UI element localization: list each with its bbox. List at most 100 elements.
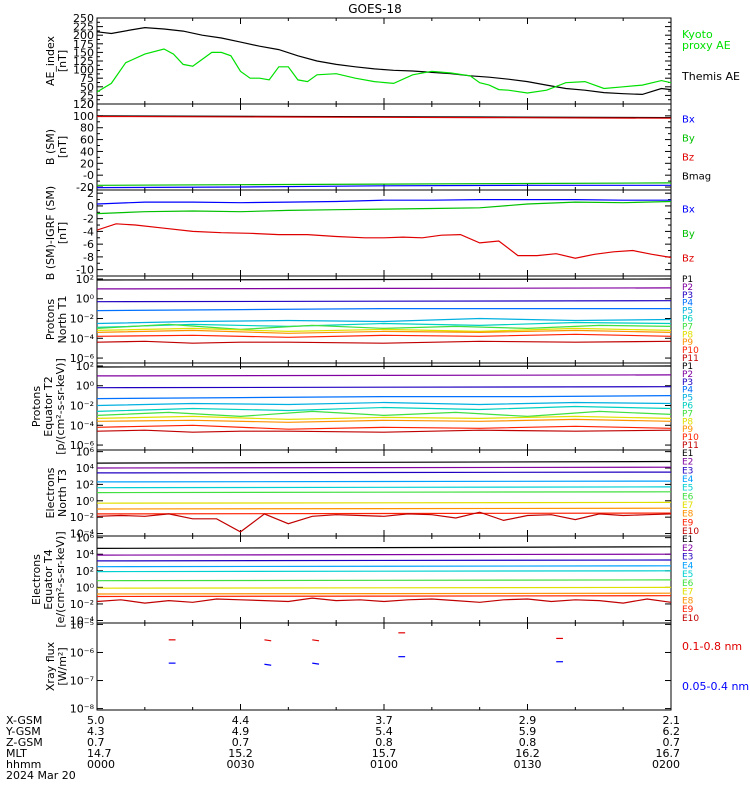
legend-entry: P5 [682, 307, 693, 317]
x-axis-row-label: X-GSM [6, 714, 42, 727]
y-tick-label: 10⁻⁴ [70, 419, 95, 432]
legend-entry: E10 [682, 527, 699, 537]
y-tick-label: 0 [87, 200, 94, 213]
legend-entry: P3 [682, 291, 693, 301]
y-axis-label: North T3 [56, 469, 69, 517]
x-axis-row-label: 2024 Mar 20 [6, 769, 76, 782]
y-tick-label: 10⁻² [70, 511, 94, 524]
y-axis-label: [p/(cm²-s-sr-keV)] [54, 358, 67, 455]
plot-area [97, 365, 671, 433]
y-tick-label: 10⁻² [70, 400, 94, 413]
series-p8 [97, 327, 671, 333]
series-e9 [97, 512, 671, 515]
series-p2 [97, 374, 671, 377]
x-axis-value: 14.7 [87, 747, 112, 760]
x-axis-value: 6.2 [663, 725, 681, 738]
x-axis-value: 0.7 [663, 736, 681, 749]
x-axis-value: 4.3 [87, 725, 105, 738]
series-e7 [97, 501, 671, 504]
panel-frame [96, 189, 672, 277]
legend-entry: 0.05-0.4 nm [682, 680, 749, 693]
legend-entry: P6 [682, 315, 693, 325]
legend-entry: By [682, 229, 695, 240]
x-axis-value: 15.2 [228, 747, 253, 760]
plot-area [97, 546, 671, 604]
legend-entry: E1 [682, 535, 693, 545]
series-e8 [97, 507, 671, 510]
legend-entry: P2 [682, 370, 693, 380]
panel-pt2: 10² 10⁰ 10⁻² 10⁻⁴ 10⁻⁶ Protons Equator T2 [p/(c… [30, 358, 699, 455]
series-bx [97, 184, 671, 189]
series-e5 [97, 570, 671, 573]
series-e3 [97, 559, 671, 562]
legend-entry: E6 [682, 492, 694, 502]
legend-entry: E5 [682, 570, 693, 580]
legend-entry: E9 [682, 605, 694, 615]
x-axis-value: 0.8 [375, 736, 393, 749]
y-axis-label: Electrons [30, 554, 43, 605]
legend-entry: P6 [682, 402, 693, 412]
series-p5 [97, 317, 671, 325]
series-p9 [97, 418, 671, 423]
y-tick-label: 10² [76, 273, 94, 286]
x-axis-value: 0.8 [519, 736, 537, 749]
y-tick-label: 10⁻⁸ [70, 703, 95, 716]
legend-entry: E7 [682, 501, 693, 511]
series-e1 [97, 546, 671, 550]
x-axis-row-label: MLT [6, 747, 27, 760]
legend-entry: E4 [682, 561, 694, 571]
y-tick-label: 100 [73, 110, 94, 123]
series-e3 [97, 471, 671, 474]
legend-entry: P10 [682, 433, 699, 443]
y-axis-label: Equator T2 [42, 376, 55, 436]
legend-entry: P7 [682, 322, 693, 332]
plot-area [97, 26, 671, 96]
y-axis-label: [W/m²] [56, 647, 69, 685]
y-tick-label: 225 [73, 21, 94, 34]
legend-entry: Bz [682, 153, 694, 164]
legend-entry: P1 [682, 275, 693, 285]
legend-entry: Bx [682, 204, 695, 215]
series-e4 [97, 565, 671, 568]
y-tick-label: 10² [76, 478, 94, 491]
plot-area [168, 632, 563, 666]
series-kyoto-proxy-ae [97, 48, 671, 94]
xray-segment [312, 662, 320, 665]
series-e5 [97, 486, 671, 489]
y-tick-label: 40 [80, 145, 94, 158]
y-tick-label: 100 [73, 64, 94, 77]
x-axis-value: 16.2 [515, 747, 540, 760]
y-tick-label: 10⁻⁵ [70, 618, 94, 631]
plot-area [97, 460, 671, 533]
y-axis-label: AE_index [44, 35, 57, 86]
y-tick-label: 50 [80, 81, 94, 94]
legend-entry: E1 [682, 449, 693, 459]
y-tick-label: 10⁻⁴ [70, 332, 95, 345]
series-e7 [97, 586, 671, 589]
legend-entry: Kyoto [682, 28, 713, 41]
x-axis-value: 4.9 [232, 725, 250, 738]
panel-bigrf: -10-8-6-4-202 B (SM)-IGRF (SM) [nT] Bx By Bz [44, 186, 695, 280]
y-tick-label: 120 [73, 98, 94, 111]
legend-entry: E2 [682, 544, 693, 554]
series-p10 [97, 333, 671, 338]
y-axis-label: Electrons [44, 467, 57, 518]
y-tick-label: 10⁻⁴ [70, 528, 95, 541]
x-axis-value: 15.7 [372, 747, 397, 760]
legend-entry: P9 [682, 338, 693, 348]
legend-entry: E2 [682, 458, 693, 468]
legend-entry: P2 [682, 283, 693, 293]
y-tick-label: 10² [76, 565, 94, 578]
series-p4 [97, 395, 671, 400]
y-axis-label: Equator T4 [42, 549, 55, 609]
y-tick-label: 150 [73, 46, 94, 59]
plot-area [97, 115, 671, 189]
legend-entry: P4 [682, 386, 693, 396]
x-axis-value: 16.7 [656, 747, 681, 760]
y-tick-label: 0 [87, 98, 94, 111]
y-axis-label: [nT] [56, 50, 69, 72]
y-tick-label: 10⁻⁷ [70, 675, 94, 688]
